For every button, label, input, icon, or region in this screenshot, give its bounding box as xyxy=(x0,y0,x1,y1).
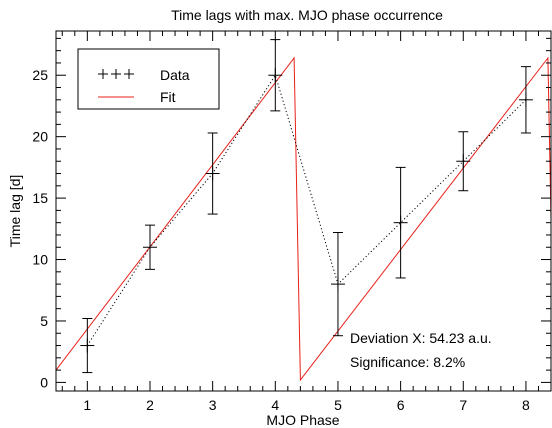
legend: Data Fit xyxy=(77,48,220,110)
x-tick-label: 5 xyxy=(334,397,342,413)
legend-data-symbol xyxy=(98,69,134,79)
x-tick-label: 1 xyxy=(83,397,91,413)
x-tick-label: 3 xyxy=(209,397,217,413)
annotation-deviation: Deviation X: 54.23 a.u. xyxy=(350,330,492,346)
ticks-layer: 1 2 3 4 5 6 7 8 0 5 10 15 20 25 xyxy=(32,31,552,413)
y-tick-label: 20 xyxy=(32,129,48,145)
y-tick-label: 10 xyxy=(32,252,48,268)
fit-line xyxy=(56,56,551,382)
plot-area xyxy=(56,39,551,382)
legend-data-label: Data xyxy=(160,67,190,83)
chart-title: Time lags with max. MJO phase occurrence xyxy=(171,7,443,23)
legend-fit-label: Fit xyxy=(160,89,176,105)
x-tick-label: 8 xyxy=(522,397,530,413)
series-layer xyxy=(56,39,551,382)
x-tick-label: 2 xyxy=(146,397,154,413)
y-tick-label: 25 xyxy=(32,67,48,83)
legend-box xyxy=(77,48,220,110)
y-axis-label: Time lag [d] xyxy=(7,175,23,248)
x-tick-label: 7 xyxy=(459,397,467,413)
x-tick-label: 4 xyxy=(271,397,279,413)
x-tick-label: 6 xyxy=(397,397,405,413)
plot-frame xyxy=(55,30,552,392)
y-tick-label: 0 xyxy=(40,374,48,390)
x-axis-label: MJO Phase xyxy=(266,412,339,428)
y-tick-label: 15 xyxy=(32,190,48,206)
data-dotted-line xyxy=(86,74,527,346)
annotation-significance: Significance: 8.2% xyxy=(350,354,465,370)
y-tick-label: 5 xyxy=(40,313,48,329)
